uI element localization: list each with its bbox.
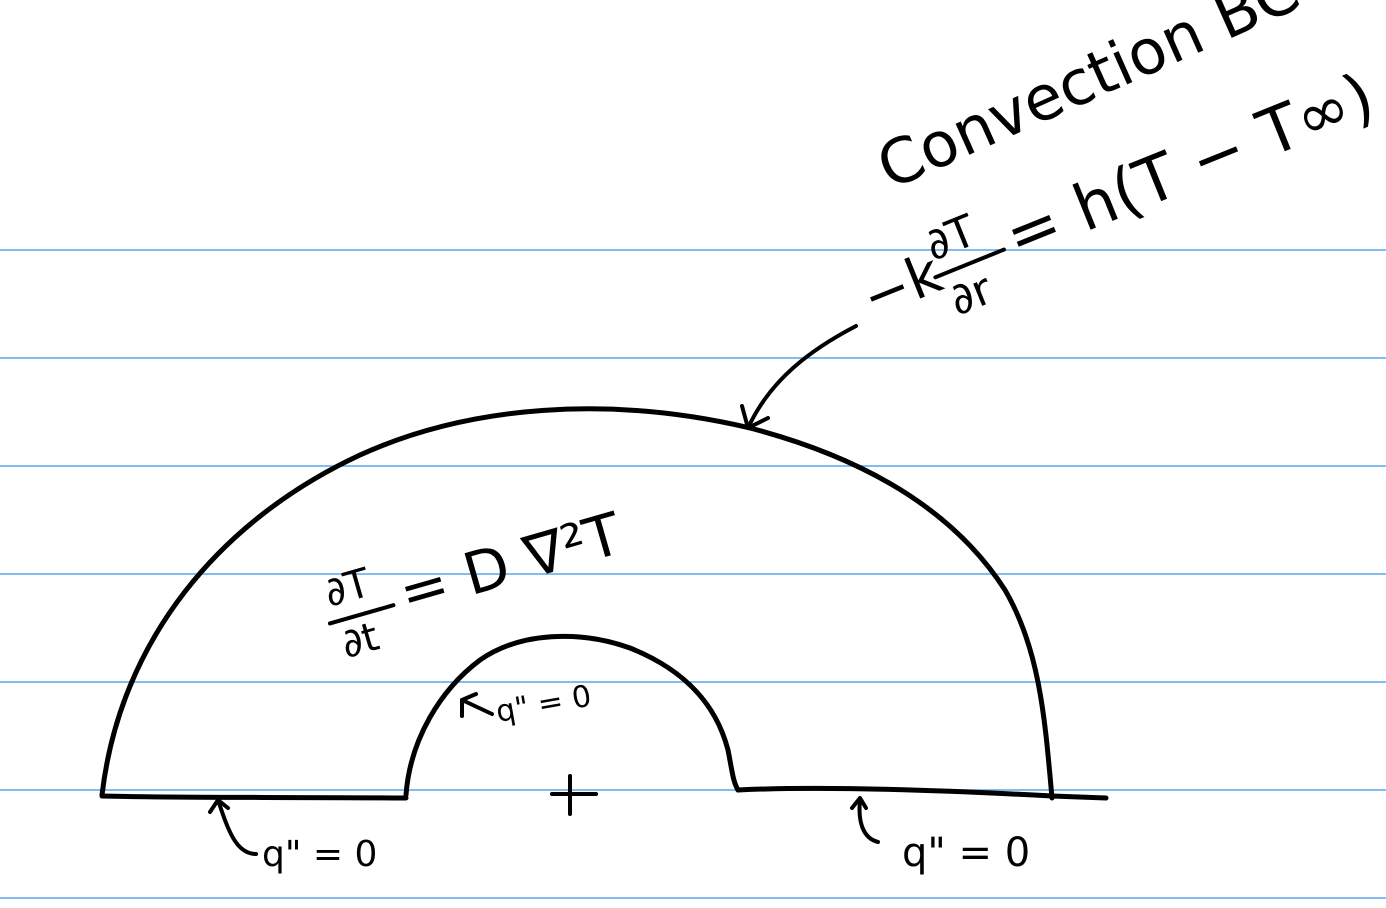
pde-rhs: = D ∇²T xyxy=(391,499,629,627)
origin-marker xyxy=(550,774,598,816)
outer-arc xyxy=(99,406,1055,801)
bottom-left-bc-label: q" = 0 xyxy=(262,834,377,875)
ruled-lines xyxy=(0,249,1386,899)
bottom-left-bc-arrow xyxy=(208,798,258,856)
pde-numerator: ∂T xyxy=(319,560,376,617)
inner-bc-arrow xyxy=(460,692,494,718)
bottom-right-bc-arrow xyxy=(850,796,880,844)
bottom-right-bc-label: q" = 0 xyxy=(902,830,1030,876)
convection-fraction-bar xyxy=(933,247,1006,280)
convection-arrow xyxy=(740,324,858,430)
pde-fraction-bar xyxy=(327,603,396,626)
baseline-right xyxy=(735,785,1109,801)
pde-equation: ∂T ∂t = D ∇²T xyxy=(319,499,629,668)
baseline-left xyxy=(99,793,409,801)
inner-arc xyxy=(403,633,741,798)
inner-bc-label: q" = 0 xyxy=(493,679,594,730)
pde-denominator: ∂t xyxy=(336,614,384,668)
